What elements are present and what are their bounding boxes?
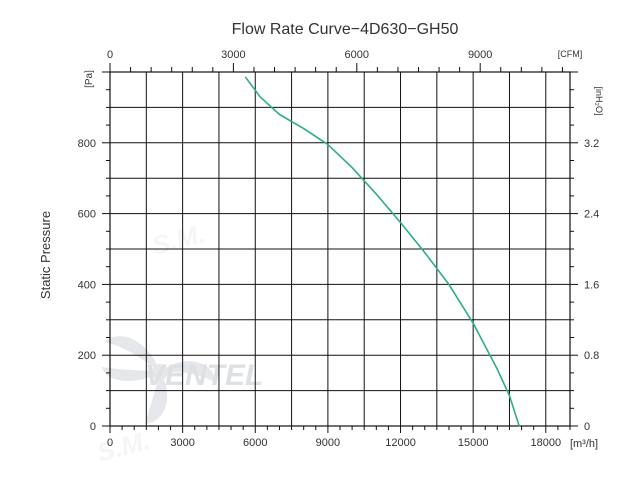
y-tick-label: 200 (78, 350, 96, 362)
data-point (496, 368, 498, 370)
top-tick-label: 3000 (221, 49, 245, 61)
y-axis-label: Static Pressure (38, 211, 53, 299)
x-unit-label: [m³/h] (570, 438, 598, 450)
data-point (399, 221, 402, 224)
top-unit-label: [CFM] (558, 49, 583, 59)
data-point (278, 113, 281, 116)
right-tick-label: 3.2 (584, 138, 599, 150)
watermark: VENTEL S.M. S.M. (94, 218, 264, 468)
y-tick-label: 0 (90, 421, 96, 433)
data-point (518, 425, 520, 427)
left-unit-label: [Pa] (84, 70, 95, 88)
data-point (424, 251, 426, 254)
x-tick-label: 6000 (243, 437, 267, 449)
watermark-sub-2: S.M. (94, 425, 153, 468)
x-tick-label: 9000 (316, 437, 340, 449)
top-tick-label: 6000 (345, 49, 369, 61)
top-tick-label: 0 (107, 49, 113, 61)
data-point (259, 96, 261, 98)
watermark-sub-1: S.M. (149, 218, 208, 261)
right-tick-label: 1.6 (584, 279, 599, 291)
top-tick-label: 9000 (468, 49, 492, 61)
y-tick-label: 400 (78, 279, 96, 291)
chart-title: Flow Rate Curve−4D630−GH50 (232, 21, 459, 38)
right-tick-label: 2.4 (584, 209, 599, 221)
data-point (244, 76, 247, 78)
x-tick-label: 3000 (170, 437, 194, 449)
right-unit-label: [inH₂O] (594, 87, 604, 116)
data-point (508, 395, 511, 397)
chart-series (244, 76, 520, 427)
watermark-brand: VENTEL (145, 359, 263, 392)
data-point (472, 322, 474, 324)
data-point (303, 128, 305, 130)
data-point (351, 166, 353, 169)
data-point (448, 283, 450, 285)
right-tick-label: 0 (584, 421, 590, 433)
series-line-0 (244, 76, 520, 427)
x-tick-label: 15000 (458, 437, 489, 449)
fan-logo-icon (102, 336, 215, 424)
data-point (327, 143, 329, 146)
right-tick-label: 0.8 (584, 350, 599, 362)
x-tick-label: 12000 (385, 437, 416, 449)
tick-marks (102, 63, 578, 433)
data-point (375, 193, 377, 195)
y-tick-label: 800 (78, 138, 96, 150)
y-tick-label: 600 (78, 209, 96, 221)
x-tick-label: 0 (107, 437, 113, 449)
x-tick-label: 18000 (530, 437, 561, 449)
